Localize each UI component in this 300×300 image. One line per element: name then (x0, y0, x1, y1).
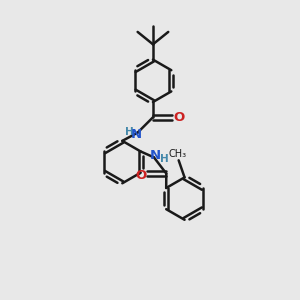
Text: CH₃: CH₃ (168, 149, 186, 159)
Text: O: O (135, 169, 146, 182)
Text: N: N (149, 148, 161, 161)
Text: O: O (173, 111, 184, 124)
Text: H: H (160, 154, 169, 164)
Text: H: H (125, 127, 134, 137)
Text: N: N (130, 128, 142, 142)
